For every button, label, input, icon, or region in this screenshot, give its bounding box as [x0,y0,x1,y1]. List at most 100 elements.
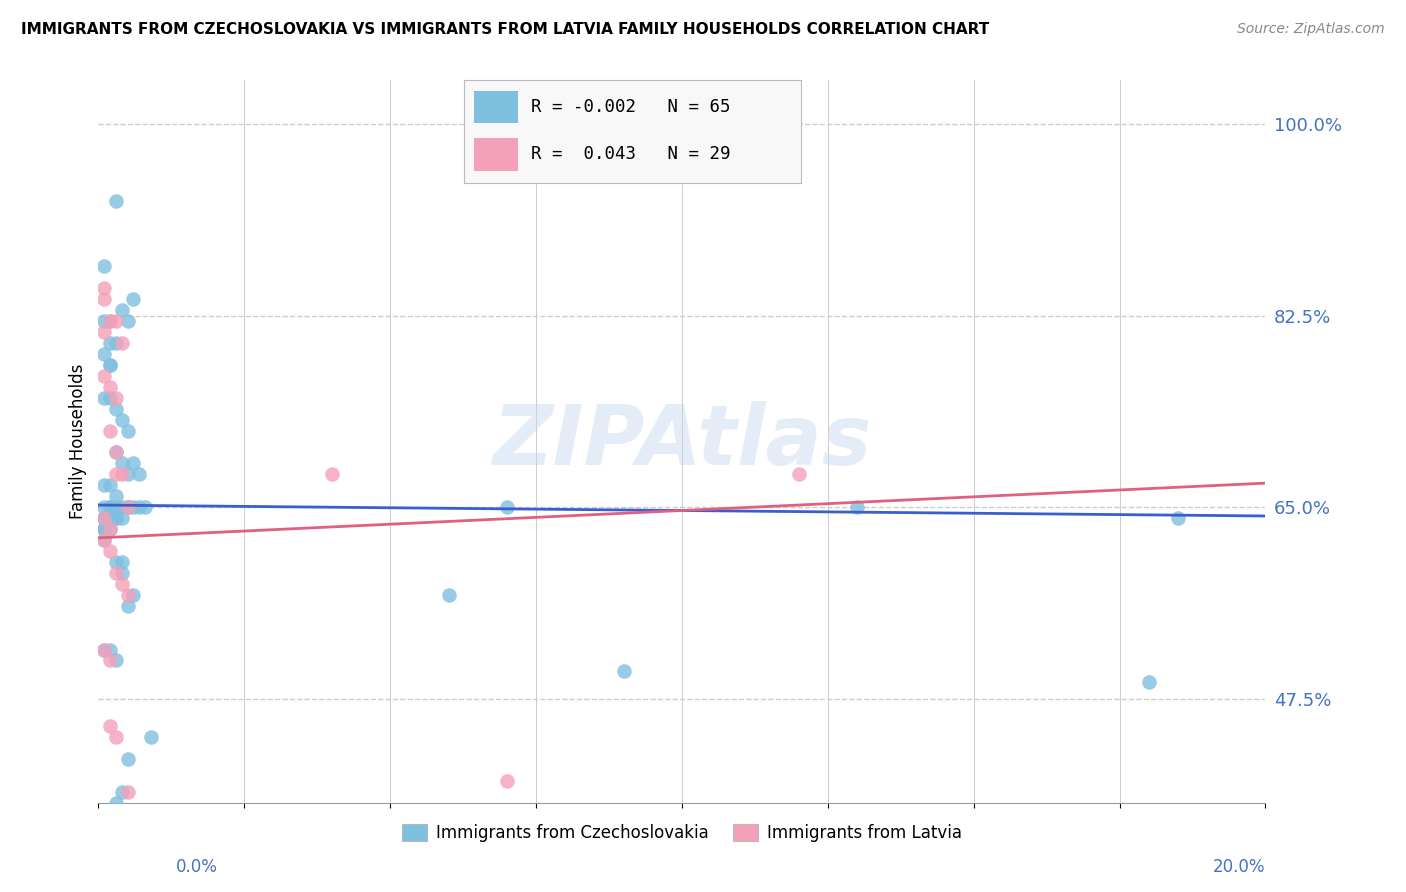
Point [98,478,121,492]
Point [93,478,115,492]
Point [111,336,134,351]
Point [98,719,121,733]
Point [111,500,134,515]
Point [93,522,115,536]
Y-axis label: Family Households: Family Households [69,364,87,519]
Legend: Immigrants from Czechoslovakia, Immigrants from Latvia: Immigrants from Czechoslovakia, Immigran… [395,817,969,848]
Point [111,511,134,525]
Point [122,500,145,515]
Text: 0.0%: 0.0% [176,858,218,876]
Point [98,358,121,372]
Point [104,511,127,525]
Point [98,424,121,438]
Point [104,391,127,405]
Point [496,500,519,515]
Point [104,445,127,459]
Bar [474,137,517,170]
Point [104,511,127,525]
Point [93,642,115,657]
Point [93,511,115,525]
Point [787,467,810,482]
Point [321,467,343,482]
Point [98,522,121,536]
Point [104,314,127,328]
Point [93,260,115,274]
Point [98,391,121,405]
Point [93,325,115,339]
Point [117,314,139,328]
Point [93,511,115,525]
Point [93,391,115,405]
Point [98,500,121,515]
Point [93,368,115,383]
Point [104,555,127,569]
Point [104,194,127,208]
Point [128,467,150,482]
Point [93,281,115,295]
Point [98,642,121,657]
Text: 20.0%: 20.0% [1213,858,1265,876]
Text: ZIPAtlas: ZIPAtlas [492,401,872,482]
Point [104,730,127,744]
Point [117,500,139,515]
Point [104,445,127,459]
Point [93,511,115,525]
Point [104,566,127,580]
Point [846,500,869,515]
Point [111,555,134,569]
Point [111,785,134,799]
Point [98,380,121,394]
Point [98,653,121,667]
Point [104,653,127,667]
Bar [474,91,517,123]
Point [93,347,115,361]
Point [98,511,121,525]
Point [98,544,121,558]
Point [111,412,134,426]
Text: R =  0.043   N = 29: R = 0.043 N = 29 [531,145,731,163]
Point [93,533,115,547]
Point [117,424,139,438]
Point [122,457,145,471]
Point [104,500,127,515]
Point [117,467,139,482]
Point [111,467,134,482]
Point [104,401,127,416]
Text: IMMIGRANTS FROM CZECHOSLOVAKIA VS IMMIGRANTS FROM LATVIA FAMILY HOUSEHOLDS CORRE: IMMIGRANTS FROM CZECHOSLOVAKIA VS IMMIGR… [21,22,990,37]
Text: R = -0.002   N = 65: R = -0.002 N = 65 [531,98,731,116]
Text: Source: ZipAtlas.com: Source: ZipAtlas.com [1237,22,1385,37]
Point [111,303,134,318]
Point [111,566,134,580]
Point [98,336,121,351]
Point [98,500,121,515]
Point [117,588,139,602]
Point [93,292,115,306]
Point [111,457,134,471]
Point [1167,511,1189,525]
Point [117,785,139,799]
Point [104,796,127,810]
Point [139,730,162,744]
Point [117,500,139,515]
Point [437,588,460,602]
Point [117,500,139,515]
Point [612,665,634,679]
Point [122,588,145,602]
Point [496,773,519,788]
Point [93,500,115,515]
Point [98,314,121,328]
Point [1137,675,1160,690]
Point [93,522,115,536]
Point [104,336,127,351]
Point [98,511,121,525]
Point [128,500,150,515]
Point [98,314,121,328]
Point [93,314,115,328]
Point [93,533,115,547]
Point [98,358,121,372]
Point [104,467,127,482]
Point [104,489,127,503]
Point [117,752,139,766]
Point [122,292,145,306]
Point [134,500,156,515]
